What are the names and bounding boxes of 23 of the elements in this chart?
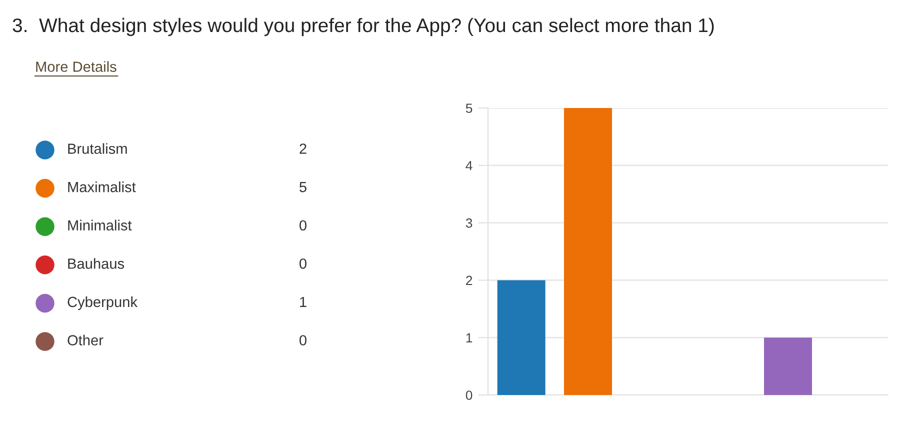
category-label: Cyberpunk (68, 296, 138, 310)
data-label: 0 (300, 258, 306, 269)
category-label: Brutalism (68, 143, 127, 154)
y-tick-label: 4 (466, 161, 472, 170)
bar (564, 108, 612, 395)
y-tick-label: 1 (466, 333, 472, 342)
bar (497, 280, 546, 395)
data-label: 2 (300, 144, 306, 154)
text: 3. What design styles would you prefer for the App? (You can select more than 1) (12, 18, 714, 36)
y-tick-label: 0 (466, 390, 472, 400)
data-label: 0 (300, 335, 306, 346)
bar (764, 338, 812, 395)
category-label: Minimalist (68, 220, 132, 231)
text: More Details (36, 61, 116, 72)
category-label: Other (68, 334, 104, 346)
y-tick-label: 3 (466, 218, 472, 228)
data-label: 0 (300, 220, 306, 231)
data-label: 1 (300, 296, 306, 307)
category-label: Bauhaus (68, 258, 124, 269)
category-label: Maximalist (68, 182, 136, 192)
y-tick-label: 5 (466, 104, 472, 113)
data-label: 5 (300, 182, 306, 192)
y-tick-label: 2 (466, 276, 472, 285)
